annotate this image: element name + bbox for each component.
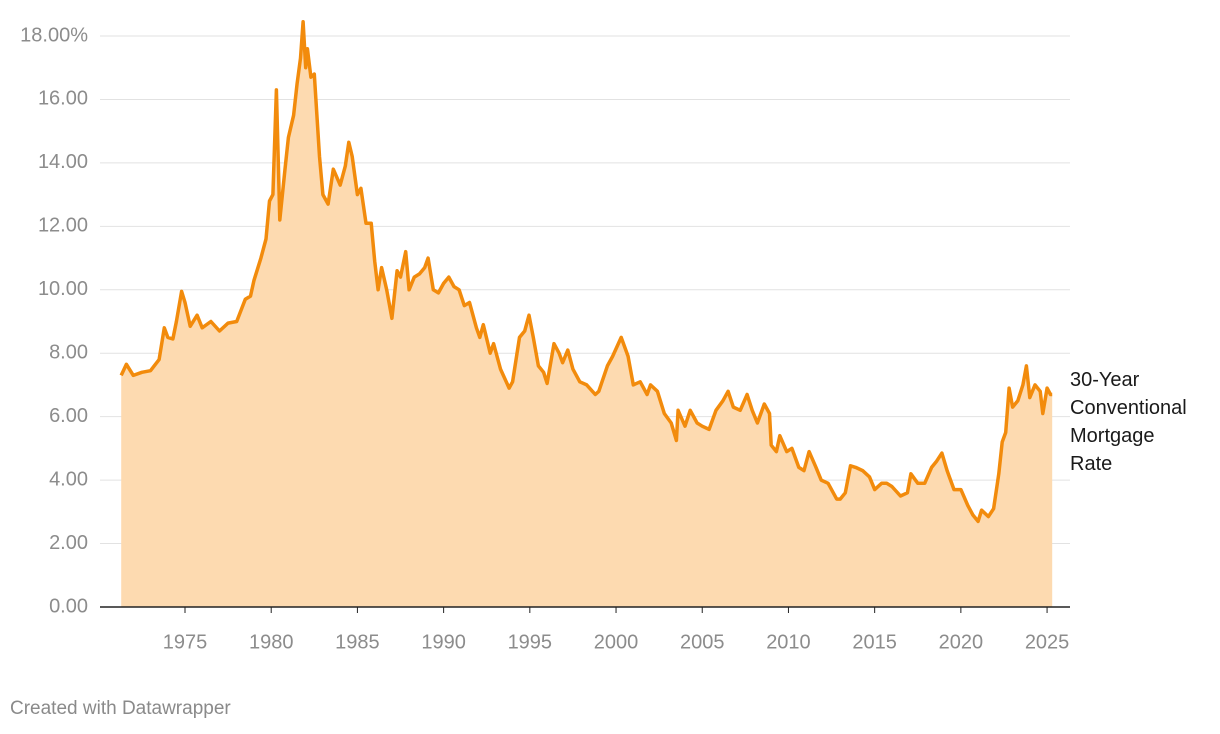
series-label: 30-Year Conventional Mortgage Rate [1070,369,1187,476]
series-label-box: 30-Year Conventional Mortgage Rate [1070,369,1187,476]
y-tick-label: 2.00 [49,532,88,554]
y-tick-label: 16.00 [38,88,88,110]
x-tick-label: 1985 [335,631,380,653]
y-tick-label: 18.00% [20,24,88,46]
x-tick-label: 1995 [508,631,553,653]
x-tick-label: 2000 [594,631,639,653]
footer: Created with Datawrapper [10,698,231,719]
y-tick-label: 10.00 [38,278,88,300]
x-tick-label: 2015 [852,631,897,653]
x-tick-label: 1990 [421,631,466,653]
line [119,19,1053,524]
x-tick-label: 2005 [680,631,725,653]
y-tick-label: 12.00 [38,215,88,237]
x-tick-label: 1975 [163,631,208,653]
y-tick-label: 0.00 [49,595,88,617]
y-tick-label: 8.00 [49,342,88,364]
chart: 0.00 2.00 4.00 6.00 8.00 10.00 12.00 14.00 16.00… [20,19,1187,653]
x-tick-label: 2010 [766,631,811,653]
y-tick-label: 6.00 [49,405,88,427]
y-tick-label: 14.00 [38,151,88,173]
x-tick-label: 2025 [1025,631,1070,653]
y-tick-label: 4.00 [49,468,88,490]
x-tick-label: 2020 [939,631,984,653]
x-tick-label: 1980 [249,631,294,653]
area [121,21,1053,607]
